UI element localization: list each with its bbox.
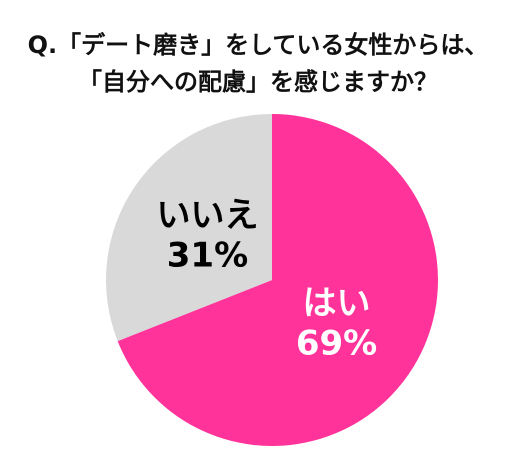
- value-label: 31%: [167, 236, 248, 276]
- slice-label: はい: [303, 283, 371, 323]
- pie-slice: [106, 114, 272, 342]
- slice-label: いいえ: [156, 196, 258, 236]
- chart-title: 「自分への配慮」を感じますか？: [78, 68, 438, 96]
- pie-slice: [117, 114, 438, 447]
- chart-title: Q.「デート磨き」をしている女性からは、: [28, 31, 489, 59]
- value-label: 69%: [296, 323, 377, 363]
